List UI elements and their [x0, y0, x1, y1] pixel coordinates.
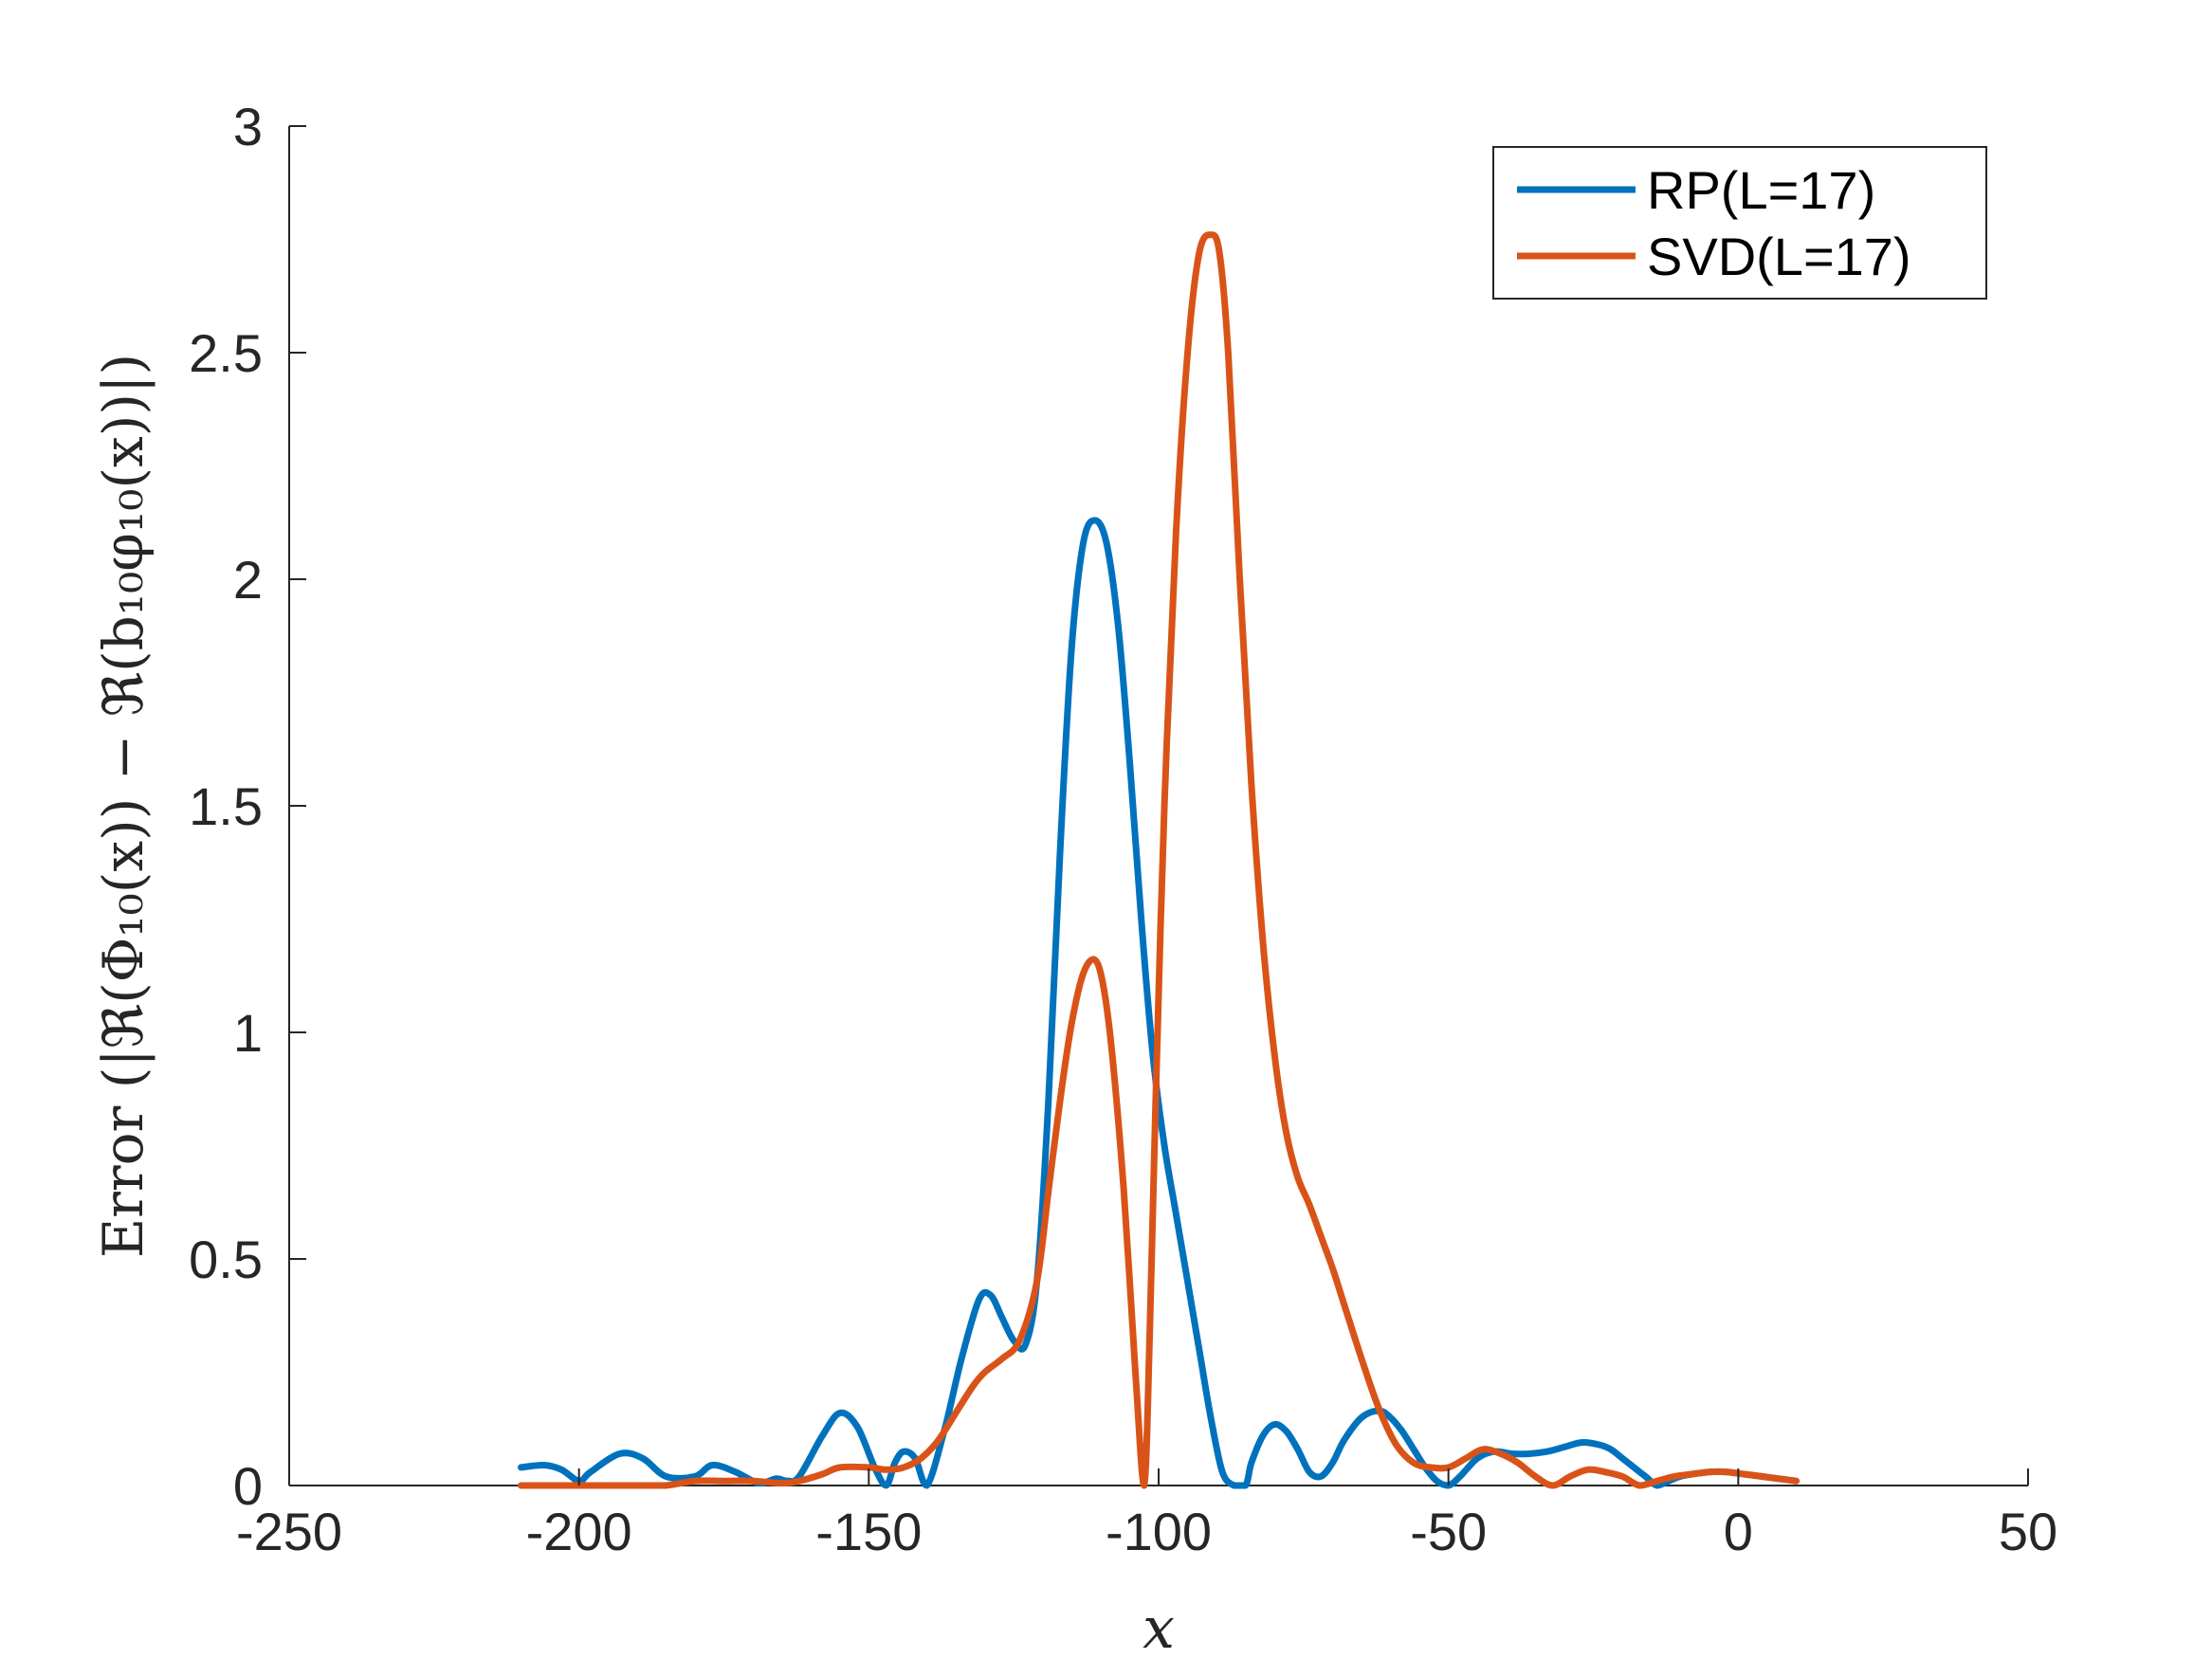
ticks: -250 -200 -150 -100 -50 0 50 0 0.5 1 1.5 2 2.5 3 [189, 97, 2057, 1561]
x-axis-label: x [1143, 1595, 1175, 1659]
legend-box [1492, 146, 1987, 300]
axes [288, 126, 2028, 1486]
series-line-rp [518, 517, 1800, 1489]
x-tick-label: -100 [1106, 1502, 1212, 1561]
x-tick-label: 50 [1999, 1502, 2057, 1561]
y-tick-label: 3 [233, 97, 263, 156]
x-tick-label: -250 [236, 1502, 342, 1561]
y-axis-label: Error (|ℜ(Φ₁₀(x)) − ℜ(b₁₀φ₁₀(x))|) [91, 354, 155, 1258]
series-layer [518, 231, 1800, 1489]
y-tick-label: 0.5 [189, 1230, 263, 1289]
x-tick-label: -50 [1410, 1502, 1487, 1561]
x-tick-label: 0 [1724, 1502, 1753, 1561]
series-line-svd [518, 231, 1800, 1489]
x-tick-label: -200 [526, 1502, 632, 1561]
y-tick-label: 2 [233, 550, 263, 610]
legend-label-svd: SVD(L=17) [1647, 227, 1911, 286]
legend-label-rp: RP(L=17) [1647, 160, 1875, 220]
y-tick-label: 1.5 [189, 776, 263, 836]
x-tick-label: -150 [815, 1502, 922, 1561]
legend: RP(L=17) SVD(L=17) [1492, 146, 1987, 300]
y-tick-label: 1 [233, 1003, 263, 1063]
y-tick-label: 0 [233, 1456, 263, 1516]
y-tick-label: 2.5 [189, 323, 263, 383]
